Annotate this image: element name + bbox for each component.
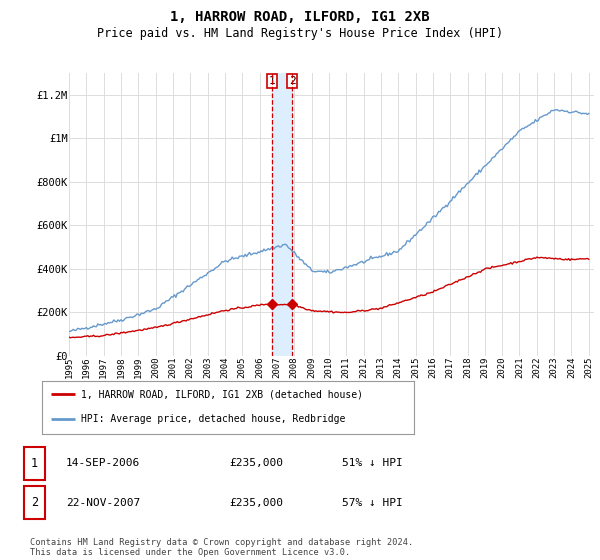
Text: 51% ↓ HPI: 51% ↓ HPI (343, 459, 403, 468)
Text: 1: 1 (31, 457, 38, 470)
Text: Contains HM Land Registry data © Crown copyright and database right 2024.
This d: Contains HM Land Registry data © Crown c… (30, 538, 413, 557)
Text: 1, HARROW ROAD, ILFORD, IG1 2XB (detached house): 1, HARROW ROAD, ILFORD, IG1 2XB (detache… (81, 389, 363, 399)
Bar (272, 73, 292, 356)
Text: 14-SEP-2006: 14-SEP-2006 (66, 459, 140, 468)
Text: 2: 2 (31, 496, 38, 509)
FancyBboxPatch shape (24, 447, 45, 480)
Text: 1: 1 (269, 76, 275, 86)
Text: 2: 2 (289, 76, 296, 86)
Text: 22-NOV-2007: 22-NOV-2007 (66, 498, 140, 507)
Text: 1, HARROW ROAD, ILFORD, IG1 2XB: 1, HARROW ROAD, ILFORD, IG1 2XB (170, 10, 430, 24)
Text: Price paid vs. HM Land Registry's House Price Index (HPI): Price paid vs. HM Land Registry's House … (97, 27, 503, 40)
Text: HPI: Average price, detached house, Redbridge: HPI: Average price, detached house, Redb… (81, 414, 346, 424)
Text: £235,000: £235,000 (230, 459, 284, 468)
Text: 57% ↓ HPI: 57% ↓ HPI (343, 498, 403, 507)
Text: £235,000: £235,000 (230, 498, 284, 507)
FancyBboxPatch shape (24, 486, 45, 520)
